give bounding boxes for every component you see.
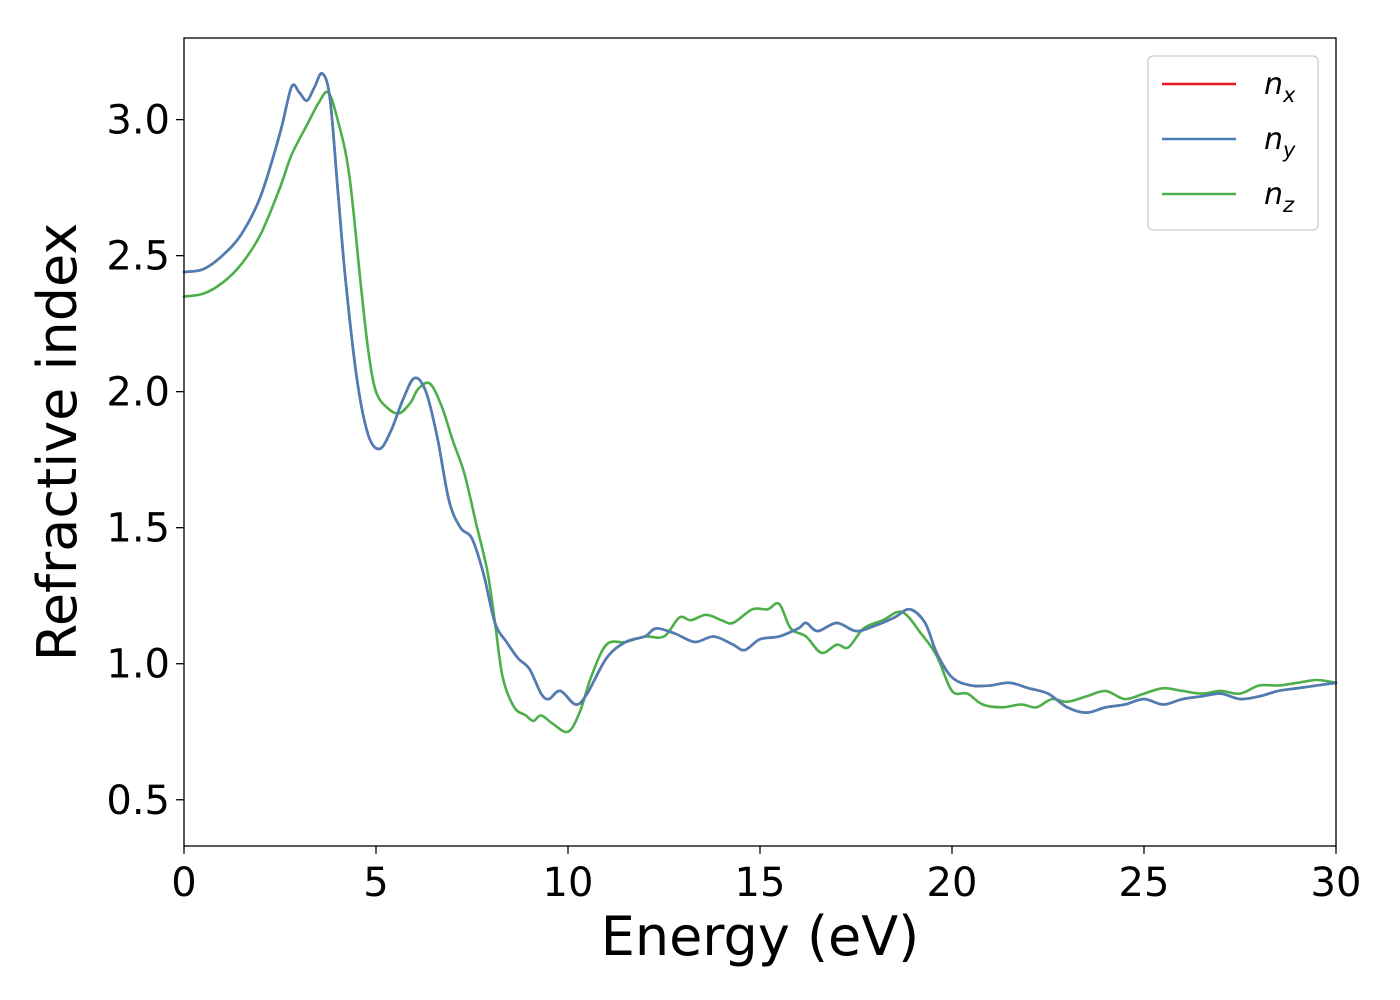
y-tick-label: 1.0 xyxy=(106,642,170,688)
legend-label-nz: nz xyxy=(1264,177,1295,217)
y-tick-label: 2.0 xyxy=(106,370,170,416)
x-tick-label: 10 xyxy=(543,860,594,906)
x-tick-label: 5 xyxy=(363,860,388,906)
legend-label-main: n xyxy=(1264,67,1283,102)
plot-area xyxy=(184,38,1336,846)
y-axis-label: Refractive index xyxy=(26,223,89,662)
y-tick-label: 2.5 xyxy=(106,234,170,280)
legend-label-nx: nx xyxy=(1264,67,1296,107)
y-tick-label: 1.5 xyxy=(106,506,170,552)
series-line-nz xyxy=(182,90,1338,734)
legend-label-ny: ny xyxy=(1264,122,1296,162)
x-tick-label: 25 xyxy=(1119,860,1170,906)
x-tick-label: 30 xyxy=(1311,860,1362,906)
y-tick-label: 0.5 xyxy=(106,778,170,824)
x-axis: 0 5 10 15 20 25 30 xyxy=(171,846,1361,906)
series-line-ny xyxy=(182,71,1338,714)
x-tick-label: 0 xyxy=(171,860,196,906)
y-axis: 0.5 1.0 1.5 2.0 2.5 3.0 xyxy=(106,98,184,824)
legend-label-subscript: z xyxy=(1282,193,1295,217)
series-layer xyxy=(182,71,1338,734)
x-tick-label: 20 xyxy=(927,860,978,906)
legend-label-main: n xyxy=(1264,122,1283,157)
legend-box xyxy=(1147,55,1319,231)
legend-label-main: n xyxy=(1264,177,1283,212)
x-axis-label: Energy (eV) xyxy=(601,905,920,968)
legend-label-subscript: y xyxy=(1282,138,1296,162)
legend-label-subscript: x xyxy=(1282,83,1296,107)
y-tick-label: 3.0 xyxy=(106,98,170,144)
x-tick-label: 15 xyxy=(735,860,786,906)
